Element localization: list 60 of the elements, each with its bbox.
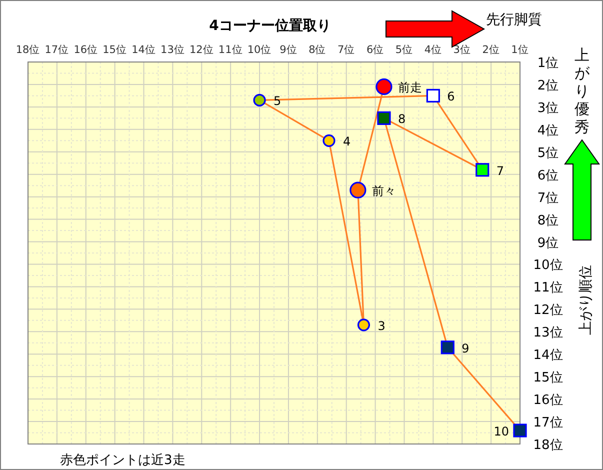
x-tick-label: 4位 <box>424 44 442 56</box>
annotation: 8 <box>398 112 406 126</box>
y-tick-label: 8位 <box>537 213 559 228</box>
y-tick-label: 16位 <box>533 393 563 408</box>
y-tick-label: 17位 <box>533 416 563 431</box>
y-tick-label: 9位 <box>537 236 559 251</box>
y-tick-label: 1位 <box>537 56 559 71</box>
y-axis-title: 上がり順位 <box>578 265 594 335</box>
y-tick-label: 14位 <box>533 348 563 364</box>
y-tick-label: 7位 <box>537 190 559 206</box>
y-tick-label: 2位 <box>537 78 559 94</box>
text: 上がり優秀 <box>574 46 590 136</box>
x-tick-label: 15位 <box>102 44 128 56</box>
point <box>357 318 370 332</box>
x-tick-label: 9位 <box>280 44 298 56</box>
point <box>440 340 454 354</box>
y-tick-label: 11位 <box>533 280 563 296</box>
x-tick-label: 2位 <box>482 44 500 56</box>
x-tick-label: 16位 <box>74 44 98 56</box>
x-tick-label: 17位 <box>44 44 70 56</box>
annotation: 前々 <box>372 184 396 198</box>
text: 先行脚質 <box>486 12 542 28</box>
y-tick-label: 5位 <box>537 146 559 161</box>
annotation: 7 <box>496 164 504 178</box>
annotation: 前走 <box>398 80 422 95</box>
annotation: 4 <box>342 134 351 149</box>
x-tick-label: 11位 <box>218 44 243 56</box>
point <box>376 78 392 96</box>
y-tick-label: 3位 <box>537 100 559 116</box>
x-tick-label: 5位 <box>395 44 414 56</box>
y-tick-label: 12位 <box>533 303 563 318</box>
x-tick-label: 3位 <box>453 44 471 56</box>
annotation: 9 <box>462 341 470 356</box>
text: 赤色ポイントは近3走 <box>60 453 186 468</box>
x-tick-label: 10位 <box>247 44 272 56</box>
y-tick-label: 18位 <box>533 438 563 453</box>
point <box>476 163 490 177</box>
x-tick-label: 6位 <box>366 44 384 56</box>
point <box>377 111 391 125</box>
annotation: 3 <box>378 318 386 333</box>
y-tick-label: 13位 <box>533 326 563 341</box>
x-tick-label: 14位 <box>132 44 156 56</box>
x-tick-label: 1位 <box>511 44 529 56</box>
point <box>426 88 440 103</box>
y-tick-label: 15位 <box>533 370 563 386</box>
x-tick-label: 13位 <box>160 44 185 56</box>
x-tick-label: 12位 <box>189 44 214 56</box>
x-tick-label: 18位 <box>16 44 40 56</box>
chart-title: 4コーナー位置取り <box>209 18 331 34</box>
annotation: 6 <box>447 90 455 104</box>
y-tick-label: 4位 <box>537 123 559 138</box>
x-tick-label: 7位 <box>338 44 356 56</box>
y-tick-label: 6位 <box>537 168 559 184</box>
annotation: 10 <box>494 424 509 439</box>
point <box>322 134 336 147</box>
point <box>513 424 527 438</box>
point <box>350 182 366 198</box>
x-tick-label: 8位 <box>308 44 326 56</box>
y-tick-label: 10位 <box>533 258 563 274</box>
point <box>253 94 266 106</box>
